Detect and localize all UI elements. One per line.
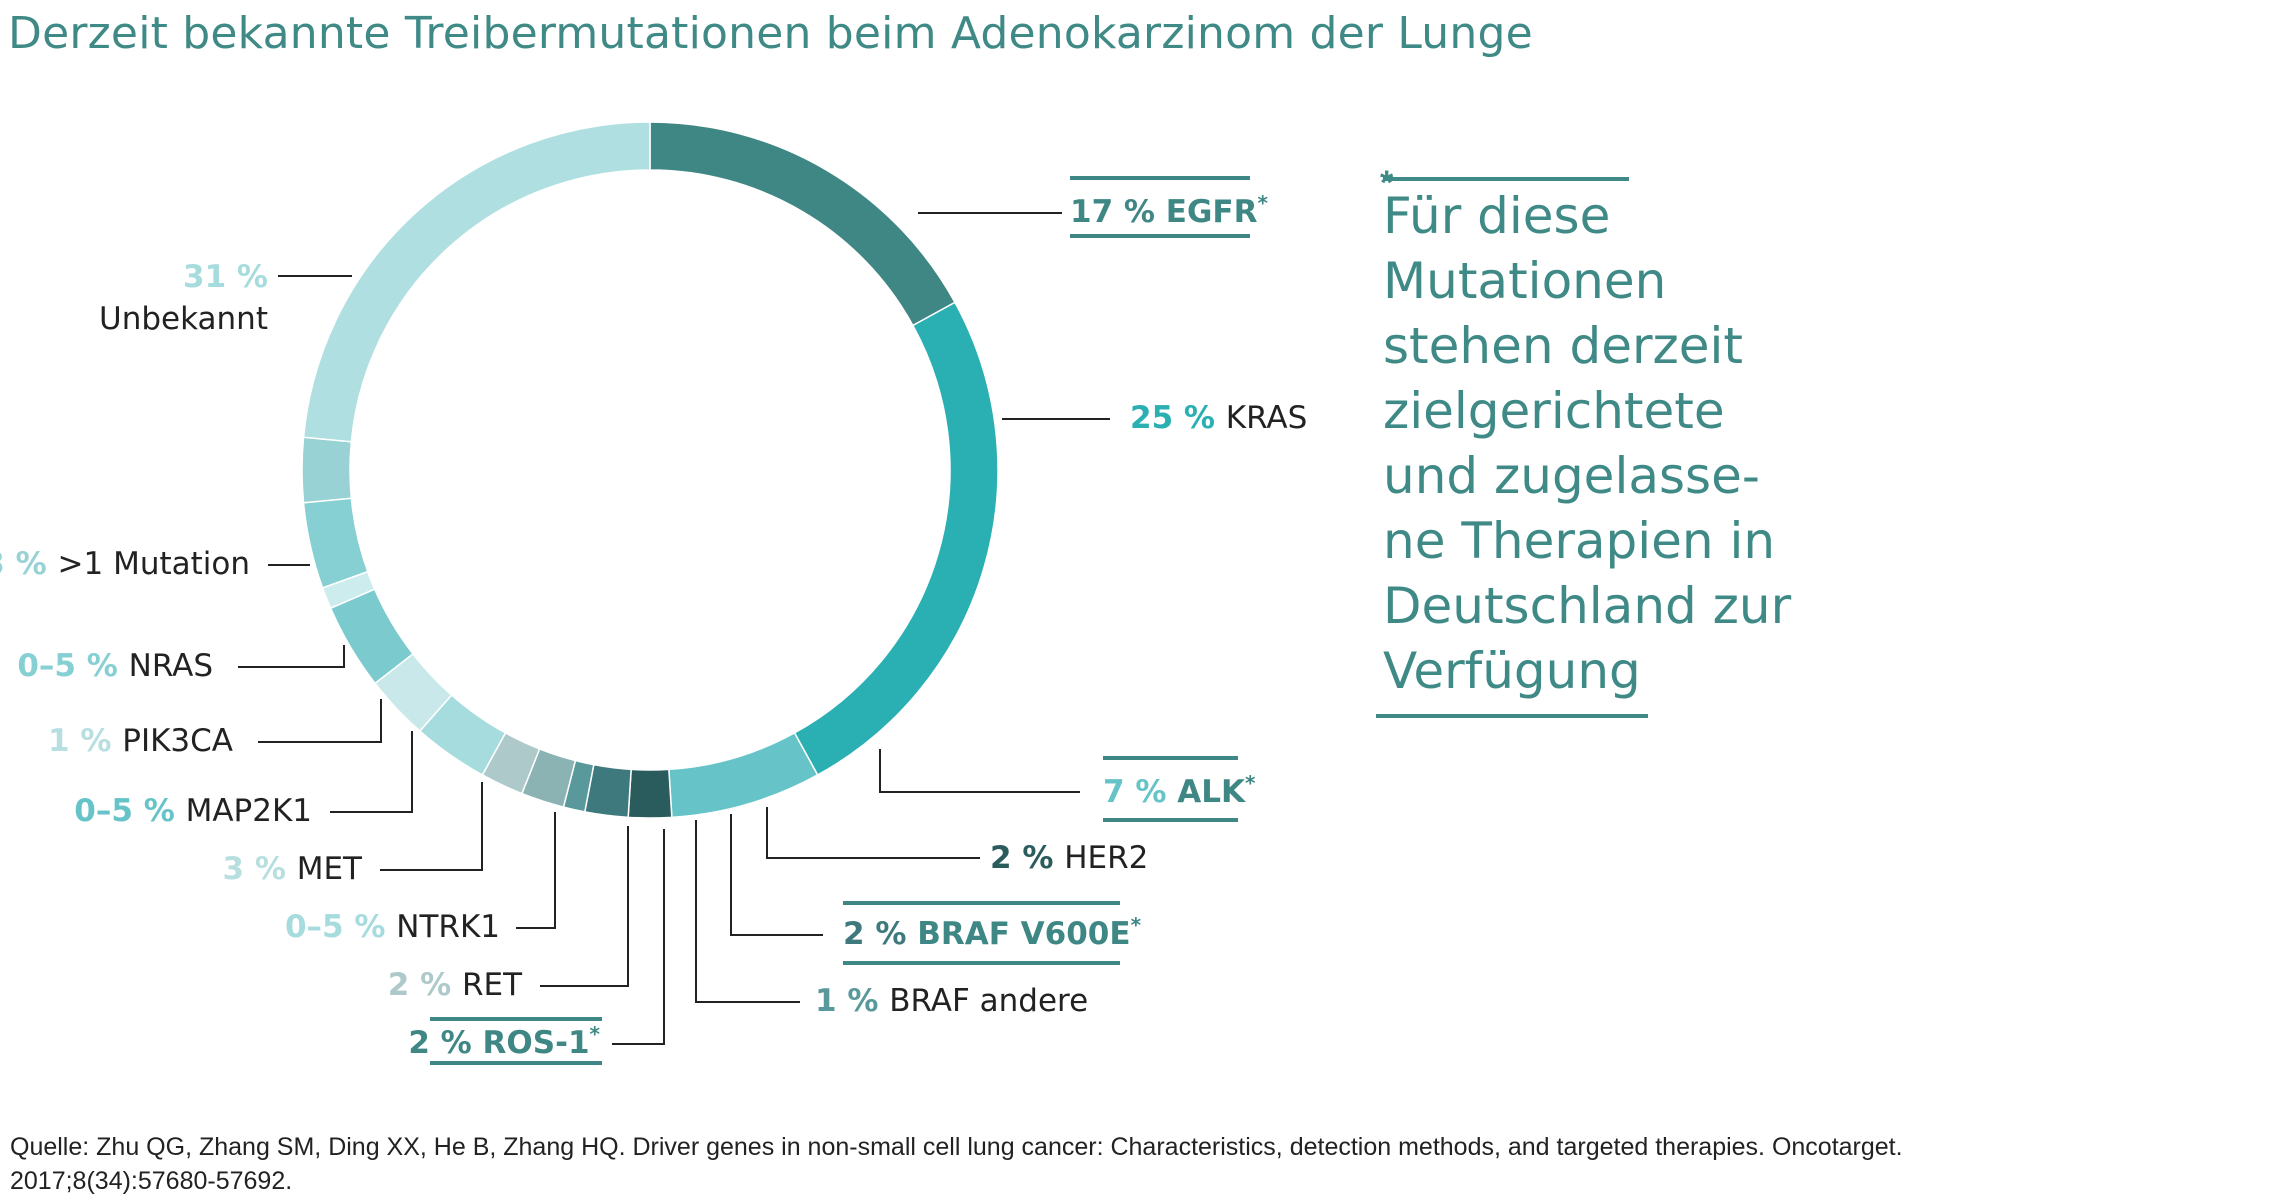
pct-label-egfr: 17 % — [1070, 194, 1166, 230]
name-label-nras: NRAS — [129, 648, 213, 684]
label-nras: 0–5 % NRAS — [17, 648, 213, 684]
slice-unbekannt — [302, 121, 651, 443]
label-group-1-mutation: 3 % >1 Mutation — [0, 546, 310, 582]
name-label-braf-v600e: BRAF V600E — [917, 916, 1130, 952]
leader-line-braf-v600e — [730, 814, 823, 936]
label-group-egfr: 17 % EGFR* — [918, 176, 1268, 238]
label-1-mutation: 3 % >1 Mutation — [0, 546, 250, 582]
pct-label-map2k1: 0–5 % — [74, 793, 185, 829]
pct-label-1-mutation: 3 % — [0, 546, 58, 582]
label-group-ros-1: 2 % ROS-1* — [408, 829, 665, 1065]
label-ret: 2 % RET — [388, 967, 523, 1003]
name-label-ntrk1: NTRK1 — [396, 909, 500, 945]
pct-label-alk: 7 % — [1103, 774, 1177, 810]
leader-line-ntrk1 — [516, 812, 556, 929]
pct-label-ret: 2 % — [388, 967, 462, 1003]
label-braf-v600e: 2 % BRAF V600E* — [843, 913, 1142, 952]
pct-label-unbekannt: 31 % — [183, 259, 268, 295]
label-egfr: 17 % EGFR* — [1070, 191, 1268, 230]
label-map2k1: 0–5 % MAP2K1 — [74, 793, 312, 829]
asterisk-braf-v600e: * — [1131, 913, 1142, 937]
name-label-kras: KRAS — [1226, 400, 1308, 436]
label-kras: 25 % KRAS — [1130, 400, 1307, 436]
label-pik3ca: 1 % PIK3CA — [48, 723, 233, 759]
pct-label-nras: 0–5 % — [17, 648, 128, 684]
chart-title: Derzeit bekannte Treibermutationen beim … — [8, 8, 1533, 59]
slice-1-mutation — [301, 436, 353, 504]
pct-label-her2: 2 % — [990, 840, 1064, 876]
label-group-her2: 2 % HER2 — [766, 807, 1148, 876]
name-label-1-mutation: >1 Mutation — [58, 546, 250, 582]
name-label-alk: ALK — [1177, 774, 1246, 810]
label-group-nras: 0–5 % NRAS — [17, 645, 345, 684]
pct-label-braf-v600e: 2 % — [843, 916, 917, 952]
label-group-ret: 2 % RET — [388, 826, 629, 1003]
leader-line-pik3ca — [258, 699, 382, 743]
label-met: 3 % MET — [223, 851, 364, 887]
pct-label-met: 3 % — [223, 851, 297, 887]
label-ros-1: 2 % ROS-1* — [408, 1022, 600, 1061]
leader-line-nras — [238, 645, 345, 668]
leader-line-alk — [879, 749, 1080, 793]
name-label-egfr: EGFR — [1166, 194, 1258, 230]
label-group-unbekannt: 31 % Unbekannt — [99, 259, 352, 337]
leader-line-ret — [540, 826, 629, 987]
pct-label-braf-andere: 1 % — [815, 983, 889, 1019]
leader-line-met — [380, 782, 483, 871]
label-group-braf-v600e: 2 % BRAF V600E* — [730, 814, 1142, 965]
targeted-therapy-note: Für diese Mutationen stehen derzeit ziel… — [1383, 187, 1792, 700]
name-label-unbekannt: Unbekannt — [99, 301, 268, 337]
label-group-pik3ca: 1 % PIK3CA — [48, 699, 382, 759]
asterisk-ros-1: * — [590, 1022, 601, 1046]
slice-alk — [668, 731, 819, 819]
asterisk-alk: * — [1245, 771, 1256, 795]
label-group-met: 3 % MET — [223, 782, 483, 887]
name-label-pik3ca: PIK3CA — [122, 723, 233, 759]
leader-line-braf-andere — [695, 820, 800, 1003]
name-label-her2: HER2 — [1064, 840, 1148, 876]
label-group-braf-andere: 1 % BRAF andere — [695, 820, 1088, 1019]
label-alk: 7 % ALK* — [1103, 771, 1256, 810]
label-braf-andere: 1 % BRAF andere — [815, 983, 1088, 1019]
name-label-braf-andere: BRAF andere — [889, 983, 1088, 1019]
slice-kras — [793, 301, 999, 776]
note-rule-bottom — [1376, 714, 1648, 718]
label-ntrk1: 0–5 % NTRK1 — [285, 909, 500, 945]
slice-nras — [302, 497, 369, 589]
pct-label-pik3ca: 1 % — [48, 723, 122, 759]
note-rule-top — [1383, 177, 1629, 181]
note-asterisk: * — [1380, 164, 1394, 202]
pct-label-ntrk1: 0–5 % — [285, 909, 396, 945]
leader-line-her2 — [766, 807, 980, 859]
slice-egfr — [649, 121, 956, 327]
pct-label-kras: 25 % — [1130, 400, 1226, 436]
asterisk-egfr: * — [1257, 191, 1268, 215]
slice-her2 — [627, 768, 673, 819]
source-citation: Quelle: Zhu QG, Zhang SM, Ding XX, He B,… — [10, 1133, 1903, 1195]
pct-label-ros-1: 2 % — [408, 1025, 482, 1061]
label-group-kras: 25 % KRAS — [1002, 400, 1307, 436]
label-group-ntrk1: 0–5 % NTRK1 — [285, 812, 556, 945]
label-group-map2k1: 0–5 % MAP2K1 — [74, 731, 413, 829]
label-her2: 2 % HER2 — [990, 840, 1148, 876]
leader-line-map2k1 — [330, 731, 413, 813]
name-label-ret: RET — [462, 967, 523, 1003]
name-label-met: MET — [297, 851, 363, 887]
name-label-map2k1: MAP2K1 — [186, 793, 312, 829]
label-group-alk: 7 % ALK* — [879, 749, 1256, 822]
name-label-ros-1: ROS-1 — [483, 1025, 590, 1061]
leader-line-ros-1 — [612, 829, 665, 1045]
